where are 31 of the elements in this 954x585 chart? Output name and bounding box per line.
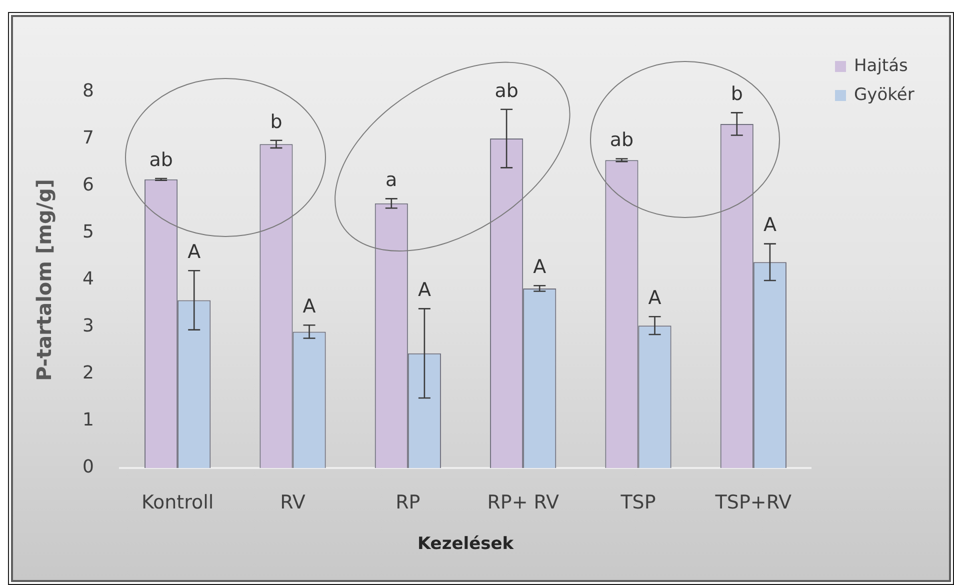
y-tick-label: 2 (82, 362, 94, 384)
y-tick-label: 7 (82, 128, 94, 149)
y-tick-label: 8 (82, 80, 94, 102)
x-tick-label: TSP+RV (714, 491, 792, 514)
data-label: a (386, 169, 398, 192)
y-axis-title: P-tartalom [mg/g] (32, 178, 56, 382)
y-tick-label: 1 (82, 410, 94, 431)
x-axis-title: Kezelések (417, 534, 514, 554)
y-tick-label: 5 (82, 222, 94, 243)
data-label: A (763, 214, 776, 236)
x-tick-label: RP (396, 491, 420, 514)
x-tick-label: RV (280, 491, 306, 514)
y-tick-label: 6 (82, 174, 94, 196)
data-label: A (418, 279, 431, 302)
data-label: A (302, 296, 316, 318)
data-label: ab (610, 129, 634, 152)
data-label: ab (149, 148, 173, 171)
x-tick-label: RP+ RV (487, 491, 559, 514)
data-label: A (188, 241, 201, 264)
y-tick-label: 0 (82, 456, 94, 478)
data-label: b (730, 83, 743, 106)
data-label: b (270, 110, 282, 133)
y-tick-label: 4 (82, 268, 94, 290)
x-tick-label: Kontroll (141, 491, 214, 514)
legend-label: Gyökér (854, 85, 914, 106)
legend-label: Hajtás (854, 56, 908, 77)
x-tick-label: TSP (620, 491, 656, 514)
data-label: ab (494, 80, 518, 102)
y-tick-label: 3 (82, 316, 94, 337)
data-label: A (648, 287, 662, 310)
data-label: A (533, 256, 546, 278)
